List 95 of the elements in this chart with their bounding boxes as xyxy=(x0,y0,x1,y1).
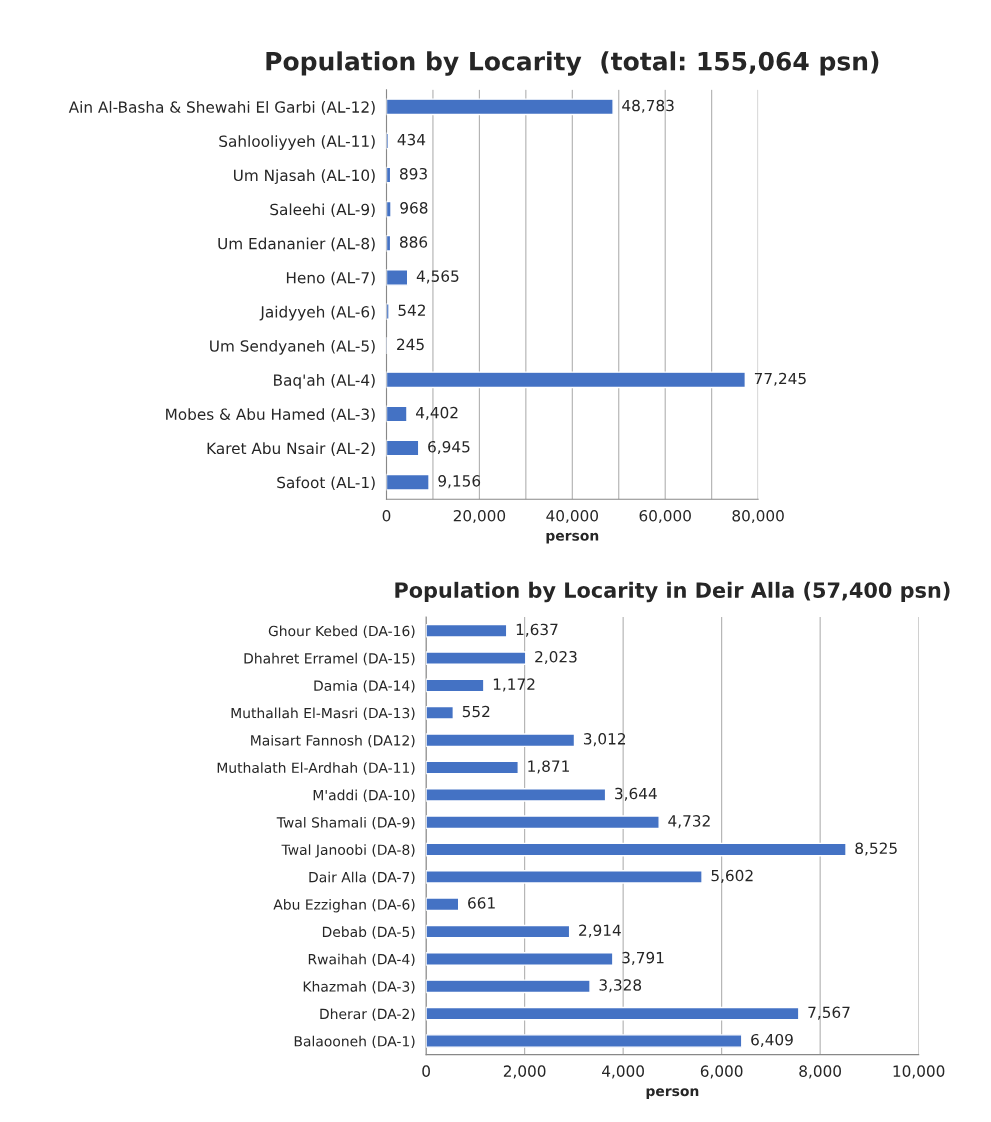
data-label: 48,783 xyxy=(622,99,674,113)
x-axis-title: person xyxy=(646,1088,699,1099)
bar xyxy=(426,678,485,693)
y-tick-label: Dhahret Erramel (DA-15) xyxy=(244,652,415,666)
data-label: 5,602 xyxy=(711,869,753,883)
chart-title: Population by Locarity (total: 155,064 psn) xyxy=(266,51,879,76)
data-label: 4,402 xyxy=(416,406,458,420)
data-label: 2,023 xyxy=(535,651,577,665)
x-tick-label: 4,000 xyxy=(602,1065,644,1079)
data-label: 9,156 xyxy=(438,475,481,489)
y-tick-label: Abu Ezzighan (DA-6) xyxy=(273,898,415,913)
y-tick-label: Damia (DA-14) xyxy=(314,680,415,693)
x-tick-label: 0 xyxy=(382,509,391,522)
y-tick-label: Dair Alla (DA-7) xyxy=(309,871,415,885)
data-label: 886 xyxy=(399,236,428,248)
bar xyxy=(426,870,703,884)
data-label: 3,791 xyxy=(622,951,664,965)
bar xyxy=(386,371,747,389)
data-label: 893 xyxy=(400,167,427,180)
y-tick-label: Muthalath El-Ardhah (DA-11) xyxy=(217,762,415,775)
y-tick-label: Twal Shamali (DA-9) xyxy=(276,816,415,830)
data-label: 2,914 xyxy=(579,924,621,938)
bar xyxy=(426,952,614,966)
data-label: 434 xyxy=(397,133,426,146)
y-tick-label: Maisart Fannosh (DA12) xyxy=(251,734,415,748)
bar xyxy=(426,924,571,939)
bar xyxy=(386,405,408,423)
bar xyxy=(426,1006,800,1021)
bar xyxy=(426,760,519,775)
y-tick-label: Twal Janoobi (DA-8) xyxy=(281,844,415,858)
data-label: 1,637 xyxy=(516,623,558,637)
bar xyxy=(386,269,409,286)
y-tick-label: Baq'ah (AL-4) xyxy=(274,374,375,389)
bar xyxy=(426,1034,743,1048)
x-tick-label: 80,000 xyxy=(732,509,784,524)
x-tick-label: 0 xyxy=(422,1065,430,1077)
data-label: 542 xyxy=(398,304,425,317)
bar xyxy=(386,439,420,457)
y-tick-label: Safoot (AL-1) xyxy=(277,476,375,491)
data-label: 77,245 xyxy=(754,372,806,386)
x-tick-label: 6,000 xyxy=(700,1065,743,1079)
y-tick-label: Jaidyyeh (AL-6) xyxy=(259,305,375,321)
y-tick-label: Ain Al-Basha & Shewahi El Garbi (AL-12) xyxy=(68,101,375,115)
data-label: 1,871 xyxy=(528,760,569,774)
x-tick-label: 20,000 xyxy=(453,509,506,524)
data-label: 552 xyxy=(462,705,490,718)
bar xyxy=(386,98,614,116)
bar xyxy=(386,473,430,491)
y-tick-label: Balaooneh (DA-1) xyxy=(294,1035,415,1049)
y-tick-label: Khazmah (DA-3) xyxy=(303,981,415,994)
data-label: 245 xyxy=(397,338,424,351)
y-tick-label: Muthallah El-Masri (DA-13) xyxy=(231,707,415,720)
data-label: 8,525 xyxy=(855,842,897,856)
bar xyxy=(386,200,392,218)
y-tick-label: Um Njasah (AL-10) xyxy=(234,169,375,185)
y-tick-label: Sahlooliyyeh (AL-11) xyxy=(219,135,375,150)
data-label: 4,565 xyxy=(416,270,459,284)
y-tick-label: Mobes & Abu Hamed (AL-3) xyxy=(166,408,375,422)
bar xyxy=(426,979,591,994)
x-tick-label: 8,000 xyxy=(799,1065,842,1079)
y-tick-label: Rwaihah (DA-4) xyxy=(308,953,415,967)
bar xyxy=(386,303,390,320)
data-label: 4,732 xyxy=(668,815,710,829)
data-label: 6,945 xyxy=(428,440,470,455)
x-tick-label: 40,000 xyxy=(546,509,599,524)
y-tick-label: Karet Abu Nsair (AL-2) xyxy=(207,442,375,456)
y-tick-label: Heno (AL-7) xyxy=(286,271,375,286)
y-tick-label: M'addi (DA-10) xyxy=(313,789,415,802)
data-label: 3,644 xyxy=(615,787,657,801)
y-tick-label: Um Edananier (AL-8) xyxy=(218,237,375,252)
data-label: 7,567 xyxy=(808,1006,850,1020)
y-tick-label: Dherar (DA-2) xyxy=(320,1008,415,1021)
bar xyxy=(426,623,508,638)
data-label: 3,328 xyxy=(599,979,642,993)
data-label: 6,409 xyxy=(751,1033,793,1047)
bar xyxy=(426,705,455,720)
bar xyxy=(426,897,460,912)
bar xyxy=(426,788,607,802)
data-label: 3,012 xyxy=(583,733,626,747)
x-tick-label: 2,000 xyxy=(503,1065,546,1079)
x-tick-label: 60,000 xyxy=(639,509,691,524)
chart-title: Population by Locarity in Deir Alla (57,400 psn) xyxy=(395,581,950,603)
bar xyxy=(426,733,576,748)
y-tick-label: Saleehi (AL-9) xyxy=(270,203,375,218)
data-label: 968 xyxy=(400,202,428,214)
data-label: 1,172 xyxy=(493,678,535,692)
data-label: 661 xyxy=(468,897,495,909)
bar xyxy=(426,815,660,830)
bar xyxy=(426,651,527,665)
x-axis-title: person xyxy=(546,532,599,544)
y-tick-label: Debab (DA-5) xyxy=(322,926,415,939)
y-tick-label: Um Sendyaneh (AL-5) xyxy=(210,339,375,355)
bar xyxy=(426,842,847,857)
y-tick-label: Ghour Kebed (DA-16) xyxy=(268,625,415,638)
x-tick-label: 10,000 xyxy=(893,1065,945,1079)
